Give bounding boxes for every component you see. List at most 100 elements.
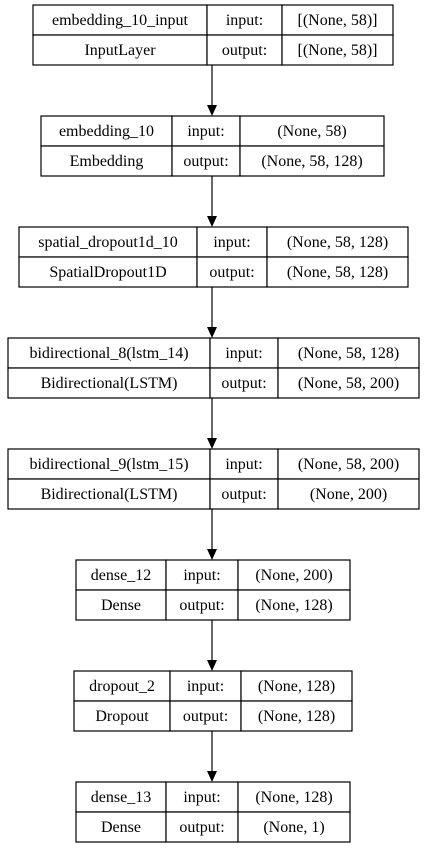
input-label: input: xyxy=(225,345,262,362)
arrowhead-icon xyxy=(207,438,217,449)
layer-node-spatial-dropout1d-10: spatial_dropout1d_10 input: (None, 58, 128… xyxy=(18,226,409,288)
connector-arrow xyxy=(207,398,217,449)
output-label: output: xyxy=(183,153,228,170)
input-shape-cell xyxy=(240,670,353,702)
connector-arrow xyxy=(207,176,217,227)
layer-node-embedding-10: embedding_10 input: (None, 58) Embedding out… xyxy=(40,115,385,177)
input-label: input: xyxy=(187,123,224,140)
class-cell xyxy=(40,145,173,177)
connector-arrow xyxy=(207,287,217,338)
output-label-cell xyxy=(206,34,283,66)
output-label-cell xyxy=(165,811,239,843)
layer-class: Bidirectional(LSTM) xyxy=(41,486,178,503)
class-cell xyxy=(75,589,167,621)
layer-name: spatial_dropout1d_10 xyxy=(38,234,178,251)
arrowhead-icon xyxy=(207,771,217,782)
input-label: input: xyxy=(213,234,250,251)
output-label-cell xyxy=(209,478,279,510)
layer-name: embedding_10_input xyxy=(52,12,189,29)
input-label: input: xyxy=(187,678,224,695)
output-label: output: xyxy=(183,708,228,725)
name-cell xyxy=(73,670,171,702)
connector-arrow xyxy=(207,65,217,116)
input-shape: (None, 58, 128) xyxy=(287,234,388,251)
class-cell xyxy=(18,256,198,288)
layer-node-dense-13: dense_13 input: (None, 128) Dense output: (No… xyxy=(75,781,351,843)
layer-class: Dense xyxy=(101,819,141,836)
output-shape: [(None, 58)] xyxy=(298,42,378,59)
input-shape: (None, 128) xyxy=(258,678,335,695)
input-label-cell xyxy=(196,226,268,258)
output-shape-cell xyxy=(237,589,351,621)
output-shape-cell xyxy=(277,367,420,399)
output-shape: (None, 58, 128) xyxy=(261,153,362,170)
layer-name: bidirectional_8(lstm_14) xyxy=(29,345,188,362)
input-label: input: xyxy=(226,12,263,29)
layer-name: embedding_10 xyxy=(59,123,154,140)
layer-class: SpatialDropout1D xyxy=(49,264,166,281)
name-cell xyxy=(7,448,211,480)
layer-name: dense_12 xyxy=(91,567,151,584)
layer-class: Dropout xyxy=(95,708,149,725)
output-shape-cell xyxy=(239,145,385,177)
input-shape-cell xyxy=(277,448,420,480)
name-cell xyxy=(32,4,208,36)
arrowhead-icon xyxy=(207,216,217,227)
output-shape: (None, 58, 200) xyxy=(298,375,399,392)
output-label: output: xyxy=(221,486,266,503)
output-label-cell xyxy=(209,367,279,399)
connector-arrow xyxy=(207,731,217,782)
output-label: output: xyxy=(179,819,224,836)
layer-name: dense_13 xyxy=(91,789,151,806)
layer-node-bidirectional-9-lstm-15: bidirectional_9(lstm_15) input: (None, 58,… xyxy=(7,448,420,510)
input-shape: (None, 200) xyxy=(255,567,332,584)
layer-class: Bidirectional(LSTM) xyxy=(41,375,178,392)
layer-class: Embedding xyxy=(70,153,144,170)
arrowhead-icon xyxy=(207,327,217,338)
class-cell xyxy=(73,700,171,732)
input-label: input: xyxy=(183,789,220,806)
input-label-cell xyxy=(206,4,283,36)
output-shape: (None, 128) xyxy=(255,597,332,614)
output-shape-cell xyxy=(266,256,409,288)
output-shape: (None, 1) xyxy=(263,819,324,836)
output-label-cell xyxy=(165,589,239,621)
output-shape-cell xyxy=(277,478,420,510)
input-label-cell xyxy=(209,448,279,480)
arrowhead-icon xyxy=(207,660,217,671)
class-cell xyxy=(7,367,211,399)
input-shape: [(None, 58)] xyxy=(298,12,378,29)
layer-node-dropout-2: dropout_2 input: (None, 128) Dropout output:… xyxy=(73,670,353,732)
output-shape: (None, 128) xyxy=(258,708,335,725)
input-shape: (None, 128) xyxy=(255,789,332,806)
layer-node-dense-12: dense_12 input: (None, 200) Dense output: (No… xyxy=(75,559,351,621)
layer-node-embedding-10-input: embedding_10_input input: [(None, 58)] Inpu… xyxy=(32,4,394,66)
input-shape: (None, 58, 128) xyxy=(298,345,399,362)
output-shape: (None, 58, 128) xyxy=(287,264,388,281)
input-label-cell xyxy=(169,670,242,702)
output-label: output: xyxy=(179,597,224,614)
layer-class: Dense xyxy=(101,597,141,614)
output-shape-cell xyxy=(240,700,353,732)
input-shape: (None, 58, 200) xyxy=(298,456,399,473)
input-shape: (None, 58) xyxy=(277,123,346,140)
connector-arrow xyxy=(207,509,217,560)
output-label: output: xyxy=(221,375,266,392)
class-cell xyxy=(7,478,211,510)
output-shape: (None, 200) xyxy=(310,486,387,503)
input-label: input: xyxy=(183,567,220,584)
layer-name: bidirectional_9(lstm_15) xyxy=(29,456,188,473)
input-shape-cell xyxy=(266,226,409,258)
layer-node-bidirectional-8-lstm-14: bidirectional_8(lstm_14) input: (None, 58,… xyxy=(7,337,420,399)
input-label: input: xyxy=(225,456,262,473)
name-cell xyxy=(75,781,167,813)
layer-class: InputLayer xyxy=(84,42,156,59)
input-shape-cell xyxy=(237,781,351,813)
output-shape-cell xyxy=(237,811,351,843)
output-shape-cell xyxy=(281,34,394,66)
name-cell xyxy=(7,337,211,369)
output-label-cell xyxy=(169,700,242,732)
connector-arrow xyxy=(207,620,217,671)
